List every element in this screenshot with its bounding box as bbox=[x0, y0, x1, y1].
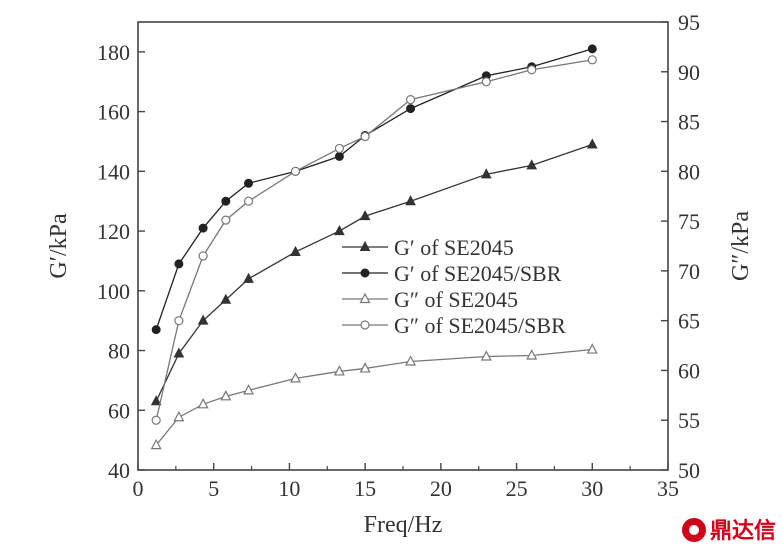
data-point bbox=[221, 215, 231, 225]
x-axis-title: Freq/Hz bbox=[364, 512, 443, 538]
watermark-label: 鼎达信 bbox=[710, 518, 776, 544]
y-left-tick-label: 100 bbox=[97, 279, 130, 304]
data-point bbox=[587, 55, 597, 65]
x-tick-label: 25 bbox=[506, 476, 528, 501]
data-point bbox=[360, 131, 370, 142]
data-point bbox=[405, 95, 416, 105]
data-point bbox=[173, 410, 185, 422]
data-point bbox=[243, 196, 254, 206]
y-left-tick-label: 160 bbox=[97, 100, 130, 125]
data-point bbox=[220, 293, 232, 304]
data-point bbox=[359, 240, 371, 251]
data-point bbox=[198, 223, 208, 233]
series-3 bbox=[150, 343, 598, 450]
y-right-tick-label: 90 bbox=[678, 60, 700, 85]
data-point bbox=[480, 168, 492, 179]
data-point bbox=[527, 65, 537, 75]
data-point bbox=[405, 195, 416, 206]
y-right-tick-label: 80 bbox=[678, 159, 700, 184]
series-1 bbox=[150, 138, 598, 406]
y-left-tick-label: 60 bbox=[108, 398, 130, 423]
data-point bbox=[289, 372, 301, 383]
y-right-tick-label: 60 bbox=[678, 358, 700, 383]
y-right-tick-label: 85 bbox=[678, 110, 700, 135]
legend-label: G′ of SE2045 bbox=[394, 235, 514, 260]
data-point bbox=[197, 314, 209, 325]
x-tick-label: 10 bbox=[278, 476, 300, 501]
data-point bbox=[174, 316, 184, 326]
data-point bbox=[406, 104, 416, 114]
axes-layer: 0 5 10 15 20 25 30 35 40 60 80 100 120 140 160 180 50 55 6… bbox=[46, 10, 754, 538]
data-point bbox=[480, 350, 492, 361]
data-point bbox=[243, 272, 254, 283]
data-point bbox=[150, 395, 162, 406]
data-point bbox=[359, 292, 371, 304]
y-right-tick-label: 50 bbox=[678, 458, 700, 483]
y-right-tick-label: 55 bbox=[678, 408, 700, 433]
data-point bbox=[359, 210, 371, 221]
data-point bbox=[526, 159, 538, 170]
legend-entry-1: G′ of SE2045 bbox=[342, 235, 514, 260]
data-point bbox=[334, 143, 344, 154]
data-point bbox=[333, 365, 345, 376]
series-layer bbox=[150, 44, 598, 450]
y-left-tick-label: 140 bbox=[97, 159, 130, 184]
data-point bbox=[334, 224, 345, 236]
legend-entry-2: G′ of SE2045/SBR bbox=[342, 261, 562, 286]
y-left-tick-label: 180 bbox=[97, 40, 130, 65]
y-left-tick-label: 80 bbox=[108, 339, 130, 364]
legend-label: G′ of SE2045/SBR bbox=[394, 261, 562, 286]
data-point bbox=[151, 325, 161, 335]
y-right-axis-title: G″/kPa bbox=[728, 211, 754, 281]
data-point bbox=[526, 349, 538, 360]
y-right-tick-label: 75 bbox=[678, 209, 700, 234]
x-tick-label: 20 bbox=[430, 476, 452, 501]
data-point bbox=[360, 320, 370, 330]
data-point bbox=[221, 196, 231, 206]
legend-label: G″ of SE2045 bbox=[394, 287, 518, 312]
y-left-tick-label: 40 bbox=[108, 458, 130, 483]
y-right-tick-label: 70 bbox=[678, 259, 700, 284]
y-left-tick-label: 120 bbox=[97, 219, 130, 244]
data-point bbox=[481, 77, 491, 87]
legend-entry-3: G″ of SE2045 bbox=[342, 287, 518, 312]
y-left-axis-title: G′/kPa bbox=[46, 213, 72, 279]
legend-entry-4: G″ of SE2045/SBR bbox=[342, 313, 566, 338]
x-tick-label: 35 bbox=[657, 476, 679, 501]
data-point bbox=[244, 178, 254, 188]
data-point bbox=[173, 347, 185, 358]
y-right-tick-label: 95 bbox=[678, 10, 700, 35]
data-point bbox=[587, 44, 597, 54]
series-line bbox=[155, 143, 593, 402]
x-tick-label: 30 bbox=[581, 476, 603, 501]
data-point bbox=[334, 151, 344, 161]
data-point bbox=[405, 355, 417, 366]
data-point bbox=[360, 268, 370, 278]
data-point bbox=[151, 415, 161, 425]
y-right-tick-label: 65 bbox=[678, 309, 700, 334]
data-point bbox=[220, 390, 232, 401]
x-tick-label: 5 bbox=[208, 476, 219, 501]
legend-label: G″ of SE2045/SBR bbox=[394, 313, 566, 338]
series-line bbox=[155, 59, 593, 421]
data-point bbox=[290, 245, 301, 256]
data-point bbox=[174, 259, 184, 269]
data-point bbox=[198, 251, 208, 261]
data-point bbox=[197, 398, 209, 409]
data-point bbox=[290, 166, 301, 176]
data-point bbox=[586, 138, 598, 149]
data-point bbox=[243, 384, 255, 395]
x-tick-label: 0 bbox=[133, 476, 144, 501]
data-point bbox=[359, 362, 371, 373]
x-tick-label: 15 bbox=[354, 476, 376, 501]
logo-icon-inner bbox=[689, 525, 699, 535]
data-point bbox=[150, 438, 162, 450]
watermark: 鼎达信 bbox=[682, 518, 776, 544]
series-line bbox=[155, 48, 593, 330]
series-4 bbox=[151, 55, 597, 425]
data-point bbox=[586, 343, 598, 354]
